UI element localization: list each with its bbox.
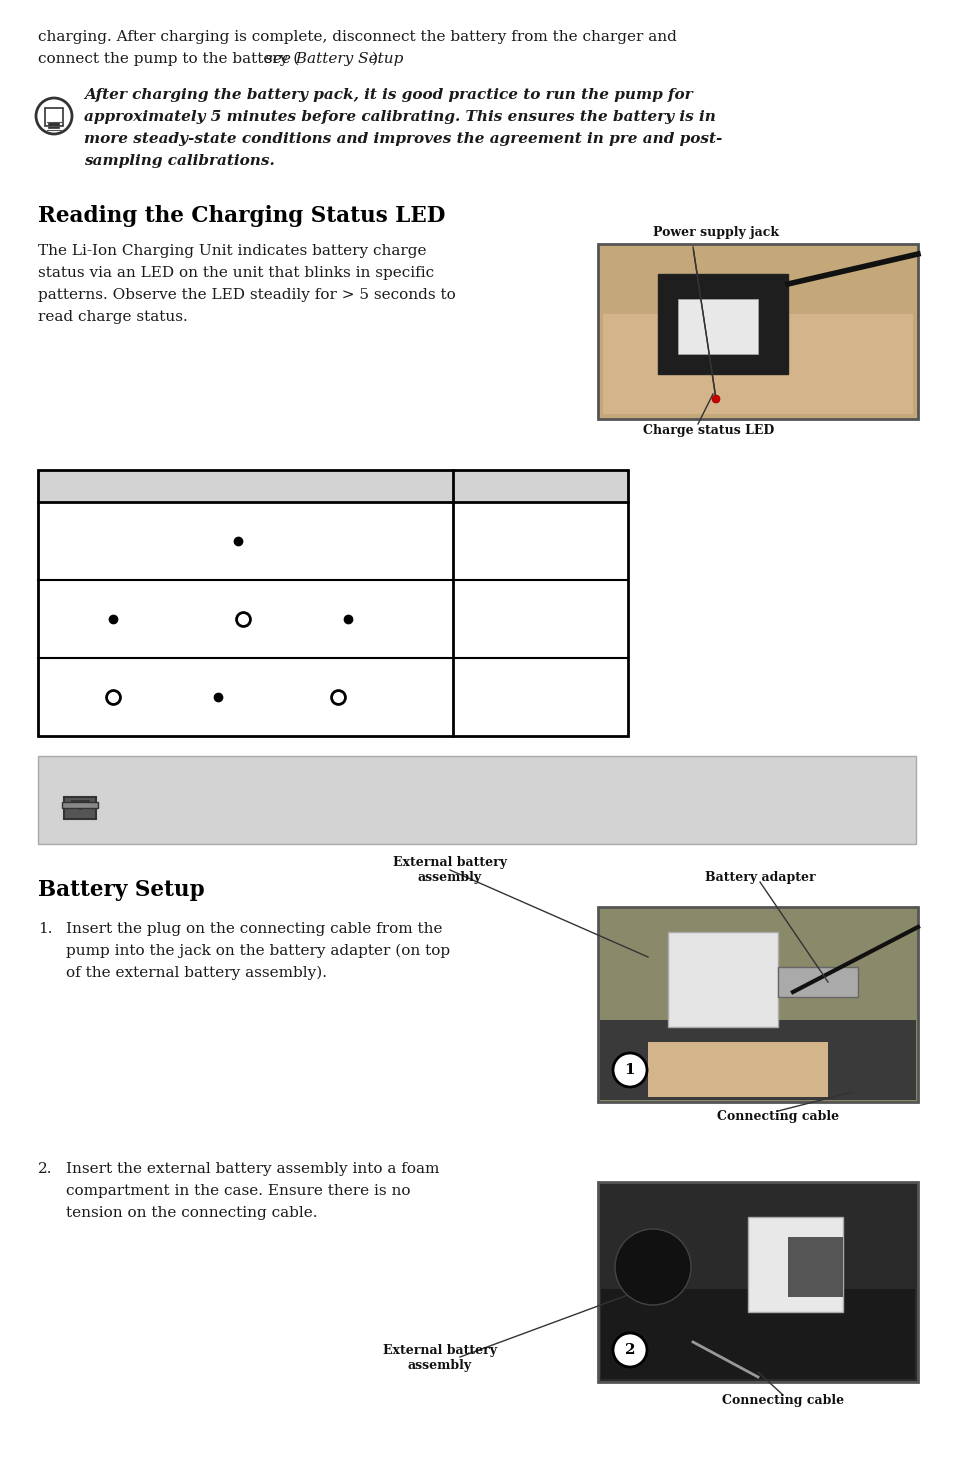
- Circle shape: [613, 1333, 646, 1367]
- Bar: [678, 299, 758, 354]
- Text: more steady-state conditions and improves the agreement in pre and post-: more steady-state conditions and improve…: [84, 131, 721, 146]
- Text: read charge status.: read charge status.: [38, 310, 188, 324]
- Bar: [658, 274, 787, 375]
- Text: Insert the plug on the connecting cable from the: Insert the plug on the connecting cable …: [66, 922, 442, 937]
- Bar: [667, 932, 778, 1027]
- Text: Connecting cable: Connecting cable: [717, 1111, 839, 1122]
- Text: 2: 2: [624, 1344, 635, 1357]
- Bar: [778, 968, 857, 997]
- Bar: [38, 471, 627, 502]
- Bar: [49, 122, 59, 128]
- Bar: [64, 796, 96, 819]
- Text: 1: 1: [624, 1063, 635, 1077]
- Bar: [787, 1238, 842, 1297]
- Text: After charging the battery pack, it is good practice to run the pump for: After charging the battery pack, it is g…: [84, 88, 692, 102]
- Text: Power supply jack: Power supply jack: [652, 226, 779, 239]
- Bar: [38, 757, 915, 844]
- Text: 1.: 1.: [38, 922, 52, 937]
- Text: External battery
assembly: External battery assembly: [393, 855, 506, 884]
- Bar: [602, 314, 912, 414]
- Circle shape: [615, 1229, 690, 1305]
- Bar: [600, 1289, 914, 1379]
- Text: see Battery Setup: see Battery Setup: [265, 52, 403, 66]
- Text: status via an LED on the unit that blinks in specific: status via an LED on the unit that blink…: [38, 266, 434, 280]
- Bar: [62, 802, 98, 808]
- Text: compartment in the case. Ensure there is no: compartment in the case. Ensure there is…: [66, 1184, 410, 1198]
- Text: Battery adapter: Battery adapter: [704, 872, 815, 884]
- Bar: [598, 907, 917, 1102]
- Bar: [598, 243, 917, 419]
- Bar: [599, 1021, 915, 1100]
- Text: connect the pump to the battery (: connect the pump to the battery (: [38, 52, 299, 66]
- Bar: [38, 471, 627, 736]
- Text: The Li-Ion Charging Unit indicates battery charge: The Li-Ion Charging Unit indicates batte…: [38, 243, 426, 258]
- Text: ).: ).: [372, 52, 382, 66]
- Text: Battery Setup: Battery Setup: [38, 879, 204, 901]
- Text: External battery
assembly: External battery assembly: [382, 1344, 497, 1372]
- Bar: [747, 1217, 842, 1311]
- Text: 2.: 2.: [38, 1162, 52, 1176]
- Text: Reading the Charging Status LED: Reading the Charging Status LED: [38, 205, 445, 227]
- Text: Charge status LED: Charge status LED: [642, 423, 774, 437]
- Circle shape: [613, 1053, 646, 1087]
- Bar: [647, 1041, 827, 1097]
- Bar: [45, 108, 63, 125]
- Circle shape: [711, 395, 720, 403]
- Text: Connecting cable: Connecting cable: [721, 1394, 843, 1407]
- Text: patterns. Observe the LED steadily for > 5 seconds to: patterns. Observe the LED steadily for >…: [38, 288, 456, 302]
- Text: sampling calibrations.: sampling calibrations.: [84, 153, 274, 168]
- Text: approximately 5 minutes before calibrating. This ensures the battery is in: approximately 5 minutes before calibrati…: [84, 111, 715, 124]
- Text: charging. After charging is complete, disconnect the battery from the charger an: charging. After charging is complete, di…: [38, 30, 677, 44]
- Text: of the external battery assembly).: of the external battery assembly).: [66, 966, 327, 981]
- Text: pump into the jack on the battery adapter (on top: pump into the jack on the battery adapte…: [66, 944, 450, 959]
- Bar: [598, 1181, 917, 1382]
- Text: tension on the connecting cable.: tension on the connecting cable.: [66, 1207, 317, 1220]
- Text: Insert the external battery assembly into a foam: Insert the external battery assembly int…: [66, 1162, 439, 1176]
